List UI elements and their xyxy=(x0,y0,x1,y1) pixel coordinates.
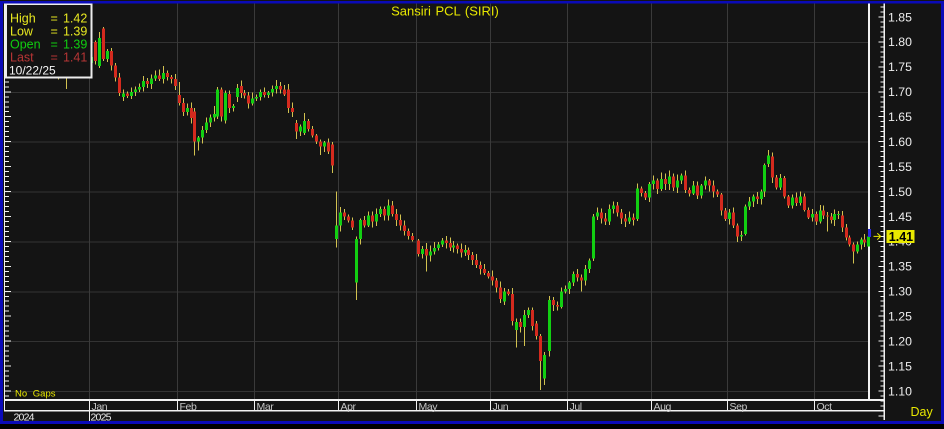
svg-text:1.41: 1.41 xyxy=(63,51,87,65)
svg-text:1.15: 1.15 xyxy=(888,359,912,373)
svg-text:Day: Day xyxy=(911,405,934,419)
svg-text:=: = xyxy=(51,12,58,26)
svg-text:1.35: 1.35 xyxy=(888,260,912,274)
svg-text:10/22/25: 10/22/25 xyxy=(9,64,56,78)
svg-text:1.80: 1.80 xyxy=(888,35,912,49)
svg-text:1.20: 1.20 xyxy=(888,334,912,348)
svg-text:High: High xyxy=(10,12,36,26)
svg-text:2025: 2025 xyxy=(91,412,112,424)
svg-text:1.30: 1.30 xyxy=(888,285,912,299)
svg-text:1.39: 1.39 xyxy=(63,38,87,52)
svg-text:=: = xyxy=(51,25,58,39)
svg-text:Open: Open xyxy=(10,38,41,52)
svg-text:1.75: 1.75 xyxy=(888,60,912,74)
svg-text:1.55: 1.55 xyxy=(888,160,912,174)
svg-text:May: May xyxy=(419,401,439,413)
svg-text:1.85: 1.85 xyxy=(888,10,912,24)
svg-text:No Gaps: No Gaps xyxy=(15,388,56,399)
svg-text:Jun: Jun xyxy=(493,401,509,413)
svg-text:1.50: 1.50 xyxy=(888,185,912,199)
svg-text:1.65: 1.65 xyxy=(888,110,912,124)
svg-text:1.25: 1.25 xyxy=(888,310,912,324)
svg-text:Feb: Feb xyxy=(180,401,197,413)
svg-text:Last: Last xyxy=(10,51,34,65)
svg-text:Jul: Jul xyxy=(570,401,582,413)
svg-text:=: = xyxy=(51,51,58,65)
svg-text:1.10: 1.10 xyxy=(888,384,912,398)
svg-text:Sep: Sep xyxy=(730,401,748,413)
svg-text:1.42: 1.42 xyxy=(63,12,87,26)
svg-text:Mar: Mar xyxy=(257,401,275,413)
svg-text:Apr: Apr xyxy=(341,401,357,413)
svg-text:2024: 2024 xyxy=(14,412,35,424)
svg-text:1.39: 1.39 xyxy=(63,25,87,39)
svg-text:1.45: 1.45 xyxy=(888,210,912,224)
svg-text:=: = xyxy=(51,38,58,52)
svg-text:Oct: Oct xyxy=(817,401,833,413)
svg-text:Aug: Aug xyxy=(654,401,672,413)
svg-text:1.41: 1.41 xyxy=(889,230,913,244)
svg-text:1.70: 1.70 xyxy=(888,85,912,99)
svg-text:1.60: 1.60 xyxy=(888,135,912,149)
svg-text:Sansiri PCL (SIRI): Sansiri PCL (SIRI) xyxy=(391,3,499,18)
svg-text:Jan: Jan xyxy=(92,401,108,413)
svg-text:Low: Low xyxy=(10,25,34,39)
